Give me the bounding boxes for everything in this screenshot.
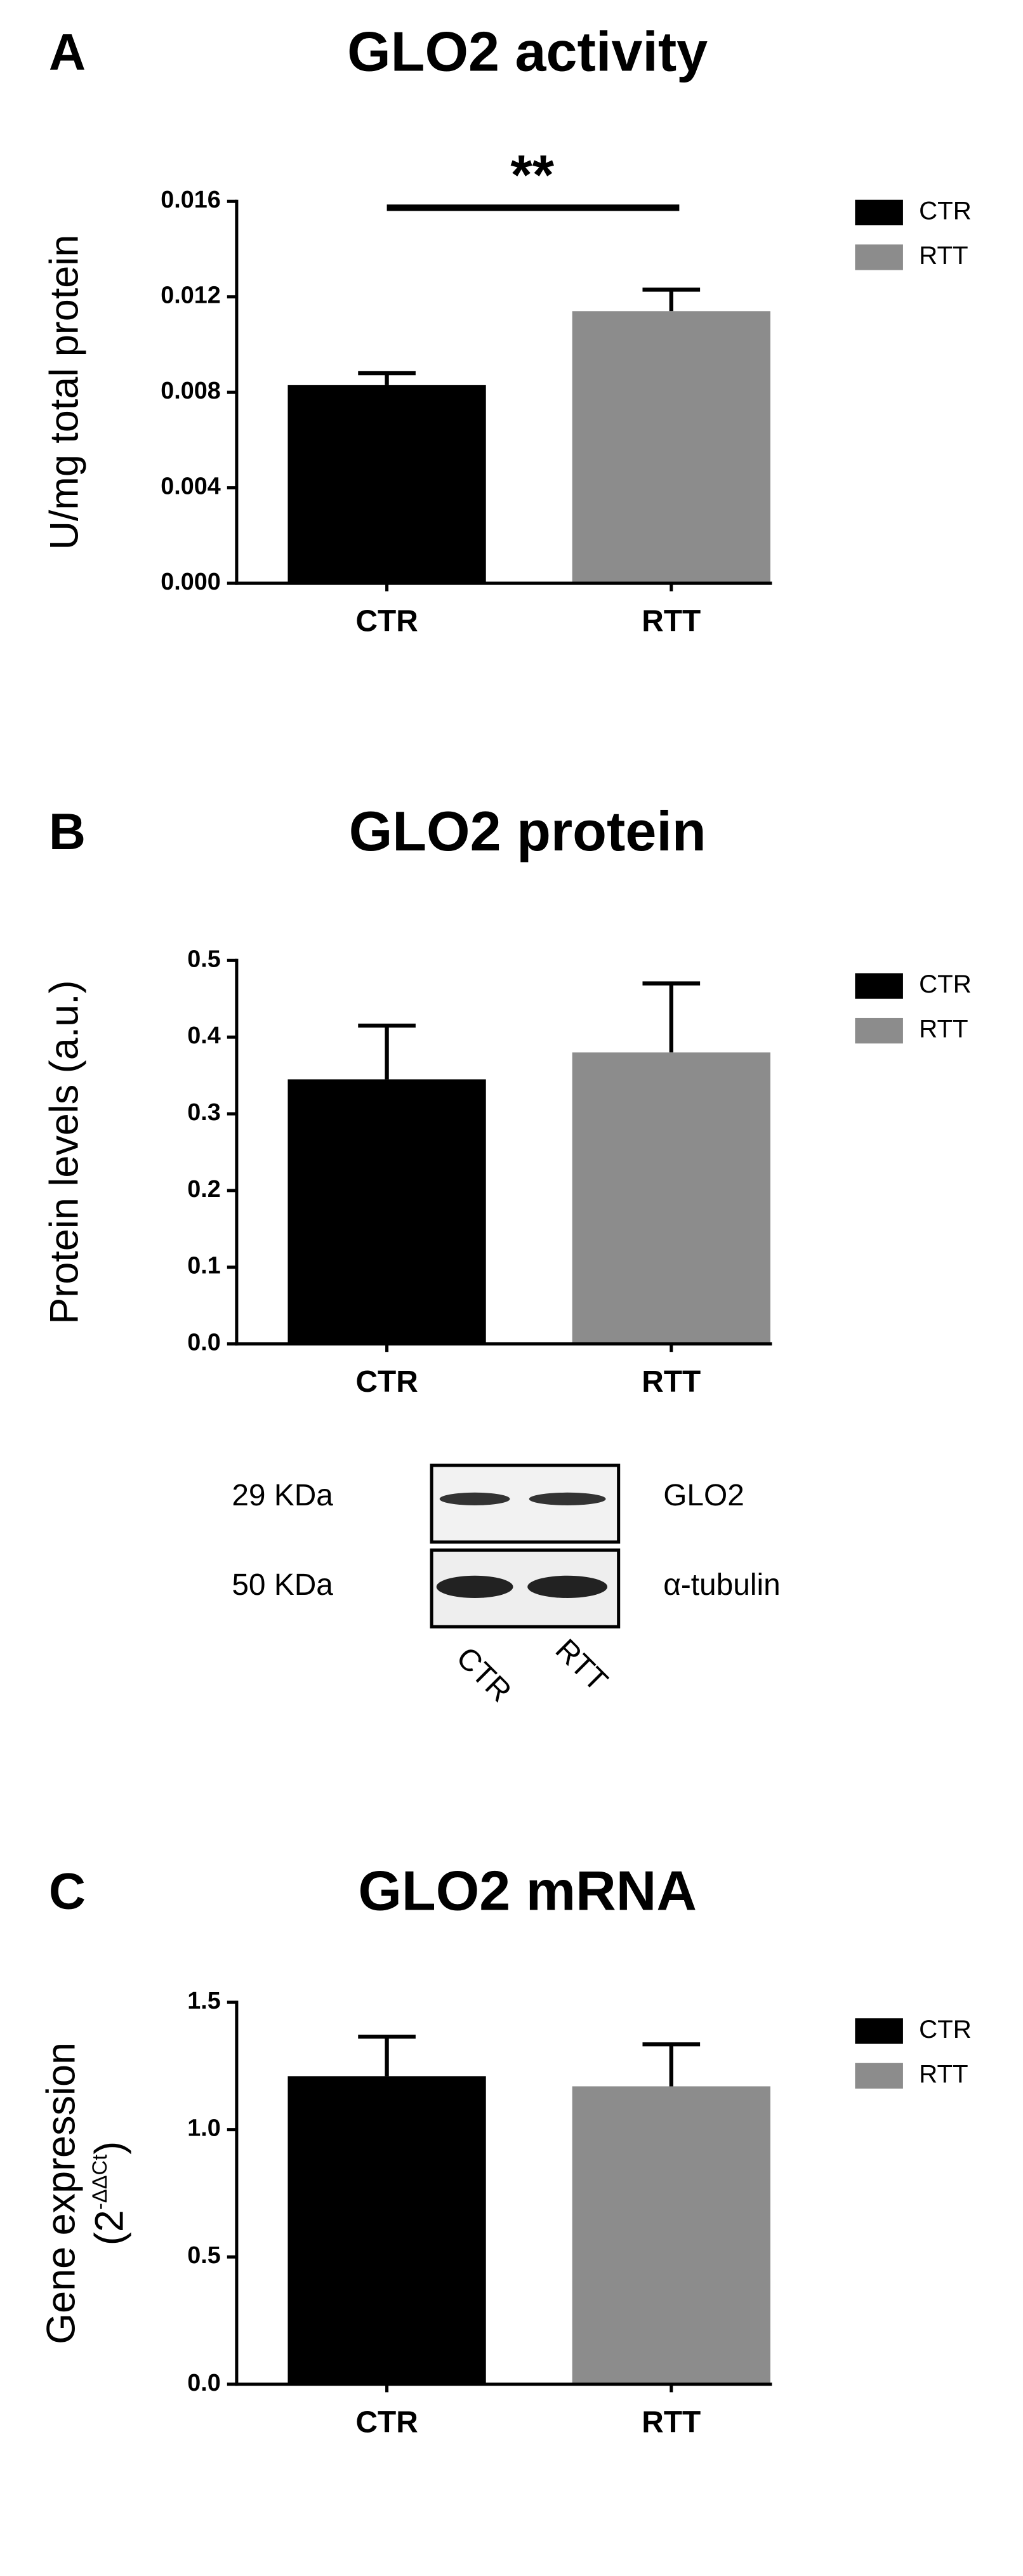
formula-part: -ΔΔCt [88, 2155, 111, 2210]
y-axis-title: U/mg total protein [43, 235, 87, 550]
x-tick-label: RTT [642, 605, 701, 638]
legend-swatch [855, 199, 903, 226]
bar [572, 311, 770, 584]
chart-title: GLO2 mRNA [358, 1859, 697, 1922]
x-tick-label: RTT [642, 1365, 701, 1399]
bar [572, 2086, 770, 2384]
x-tick-label: CTR [355, 2405, 418, 2439]
y-axis-title: Protein levels (a.u.) [43, 980, 87, 1324]
y-tick-label: 1.0 [187, 2115, 220, 2142]
blot-band [527, 1575, 608, 1598]
chart-panel: A GLO2 activity U/mg total protein 0.000 0.0… [43, 20, 972, 638]
y-tick-label: 0.0 [187, 1330, 220, 1356]
blot-lane: RTT [549, 1633, 614, 1698]
y-tick-label: 0.0 [187, 2370, 220, 2396]
panel-label: B [49, 803, 86, 861]
chart-panel: C GLO2 mRNA Gene expression (2-ΔΔCt) 0.0 0.5 1… [39, 1859, 972, 2440]
legend-label: RTT [919, 1015, 968, 1043]
blot-band [529, 1492, 606, 1505]
blot-band [436, 1575, 513, 1598]
y-tick-label: 0.2 [187, 1176, 220, 1203]
formula-part: (2 [87, 2210, 131, 2245]
x-tick-label: CTR [355, 605, 418, 638]
x-tick-label: RTT [642, 2405, 701, 2439]
legend-label: RTT [919, 241, 968, 270]
y-tick-label: 0.4 [187, 1022, 220, 1049]
blot-size: 29 KDa [232, 1479, 333, 1512]
western-blot: 29 KDa 50 KDa GLO2 α-tubulin CTR RTT [232, 1463, 781, 1708]
y-tick-label: 0.004 [161, 473, 220, 500]
y-tick-label: 0.3 [187, 1099, 220, 1126]
y-tick-label: 0.1 [187, 1253, 220, 1279]
y-tick-label: 0.000 [161, 569, 220, 595]
y-tick-label: 1.5 [187, 1988, 220, 2014]
legend-swatch [855, 1017, 903, 1044]
panel-label: A [49, 23, 86, 81]
chart-title: GLO2 protein [349, 800, 706, 862]
y-tick-label: 0.008 [161, 378, 220, 404]
bar [287, 2076, 486, 2384]
legend-label: CTR [919, 197, 972, 225]
bar [287, 1079, 486, 1344]
chart-title: GLO2 activity [347, 20, 708, 83]
bar [572, 1052, 770, 1344]
significance-label: ** [510, 143, 554, 206]
y-tick-label: 0.016 [161, 187, 220, 213]
blot-size: 50 KDa [232, 1568, 333, 1602]
x-tick-label: CTR [355, 1365, 418, 1399]
y-axis-title: Gene expression [39, 2042, 84, 2344]
y-tick-label: 0.5 [187, 2242, 220, 2269]
y-axis-formula: (2-ΔΔCt) [87, 2141, 131, 2245]
legend-label: CTR [919, 2015, 972, 2044]
bar [287, 385, 486, 584]
panel-label: C [49, 1863, 86, 1920]
y-tick-label: 0.5 [187, 946, 220, 972]
legend-swatch [855, 973, 903, 999]
legend-label: RTT [919, 2060, 968, 2089]
blot-lane: CTR [450, 1641, 518, 1708]
legend-label: CTR [919, 970, 972, 998]
formula-part: ) [87, 2141, 131, 2155]
y-tick-label: 0.012 [161, 282, 220, 309]
blot-protein: α-tubulin [663, 1568, 781, 1602]
legend-swatch [855, 244, 903, 270]
blot-band [439, 1492, 510, 1505]
legend-swatch [855, 2063, 903, 2089]
legend-swatch [855, 2018, 903, 2044]
chart-panel: B GLO2 protein Protein levels (a.u.) 0.0 0.1… [43, 800, 972, 1399]
blot-protein: GLO2 [663, 1479, 744, 1512]
